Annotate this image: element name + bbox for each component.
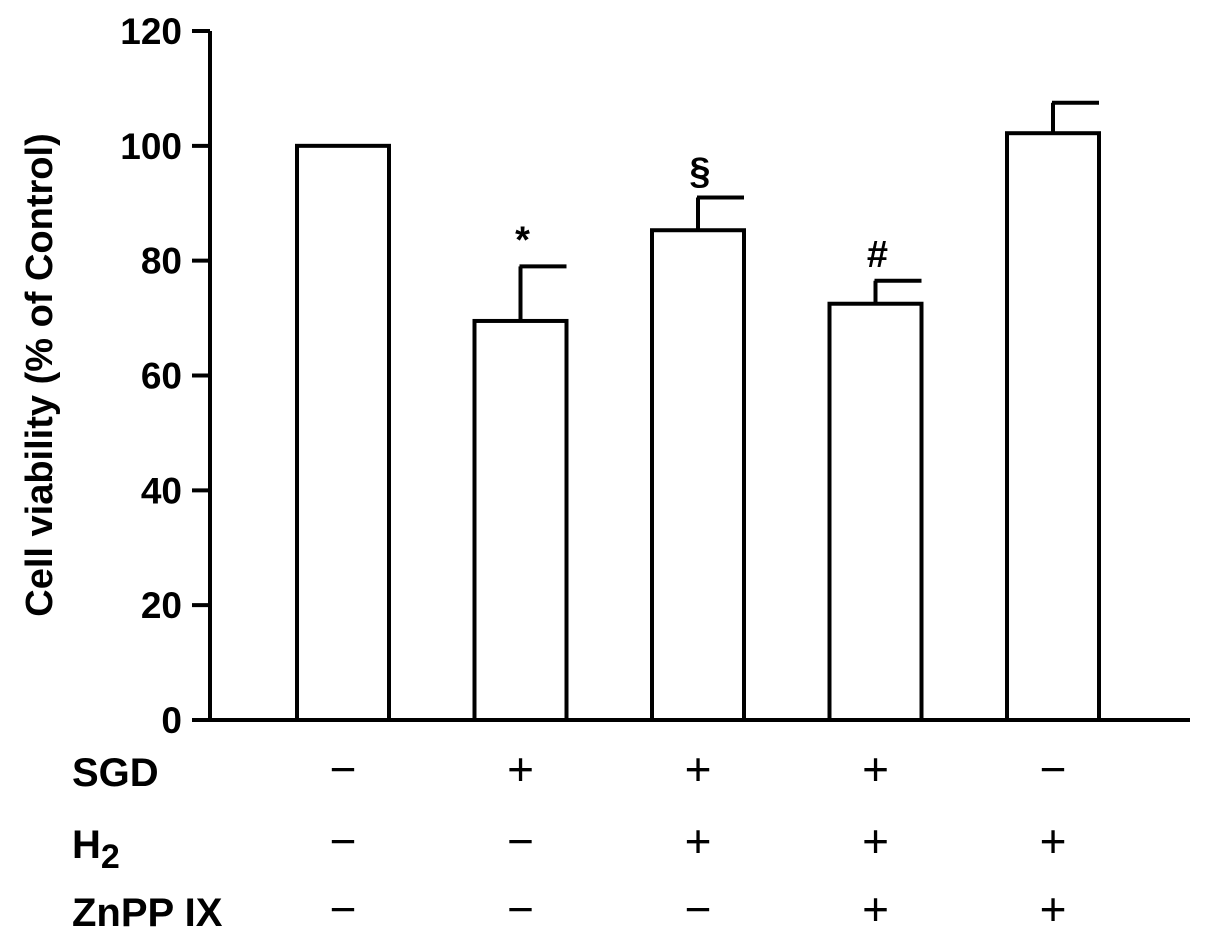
condition-label: ZnPP IX — [72, 891, 223, 935]
condition-table: SGD − + + + − H2 − − + + + ZnPP IX − − − + + — [72, 743, 1066, 935]
condition-mark: − — [685, 883, 712, 935]
y-tick-label: 0 — [161, 700, 182, 741]
bar — [1005, 131, 1101, 722]
condition-label: SGD — [72, 751, 159, 795]
condition-mark: − — [507, 815, 534, 867]
condition-mark: + — [862, 883, 889, 935]
y-tick-label: 60 — [141, 356, 182, 397]
condition-mark: + — [1040, 815, 1067, 867]
condition-mark: + — [685, 815, 712, 867]
significance-mark: # — [867, 234, 888, 276]
bar — [827, 301, 924, 722]
condition-mark: + — [685, 743, 712, 795]
condition-mark: − — [330, 743, 357, 795]
significance-mark: § — [689, 151, 710, 193]
condition-label: H2 — [72, 823, 120, 876]
condition-mark: − — [507, 883, 534, 935]
condition-mark: − — [1040, 743, 1067, 795]
y-tick-label: 80 — [141, 241, 182, 282]
significance-mark: * — [515, 219, 530, 261]
bar — [295, 143, 391, 723]
y-tick-label: 20 — [141, 585, 182, 626]
axes: 0 20 40 60 80 100 120 — [120, 11, 1190, 741]
condition-mark: + — [862, 743, 889, 795]
bar — [472, 318, 569, 722]
y-tick-label: 40 — [141, 470, 182, 511]
condition-mark: − — [330, 883, 357, 935]
bar — [650, 228, 746, 722]
condition-mark: + — [862, 815, 889, 867]
y-axis-label: Cell viability (% of Control) — [19, 133, 61, 616]
condition-mark: + — [1040, 883, 1067, 935]
condition-mark: + — [507, 743, 534, 795]
condition-label-subscript: 2 — [101, 838, 120, 876]
bars: * § # — [295, 100, 1101, 723]
y-tick-label: 100 — [120, 126, 182, 167]
y-tick-label: 120 — [120, 11, 182, 52]
condition-mark: − — [330, 815, 357, 867]
